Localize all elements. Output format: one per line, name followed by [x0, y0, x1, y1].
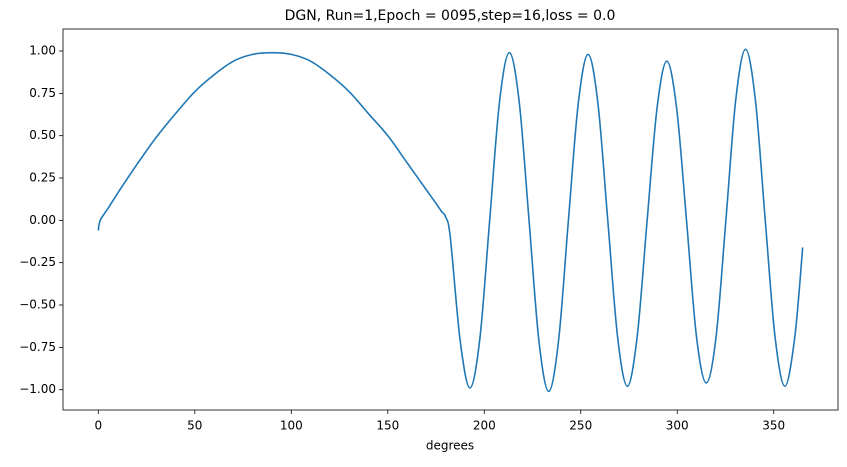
x-axis-label: degrees [426, 439, 474, 453]
x-tick-label: 50 [187, 419, 202, 433]
x-tick-label: 300 [666, 419, 689, 433]
plot-frame [62, 28, 839, 411]
data-line [97, 48, 804, 393]
y-tick-label: −0.75 [19, 340, 56, 354]
y-tick-label: −0.50 [19, 298, 56, 312]
x-tick-label: 200 [473, 419, 496, 433]
x-tick-label: 150 [376, 419, 399, 433]
chart-title: DGN, Run=1,Epoch = 0095,step=16,loss = 0… [285, 8, 616, 24]
y-tick-label: −1.00 [19, 382, 56, 396]
y-tick-label: 0.75 [29, 86, 56, 100]
y-tick-label: 0.50 [29, 128, 56, 142]
x-tick-label: 350 [762, 419, 785, 433]
x-tick-label: 250 [569, 419, 592, 433]
y-tick-label: 1.00 [29, 44, 56, 58]
y-tick-label: 0.00 [29, 213, 56, 227]
x-tick-label: 0 [94, 419, 102, 433]
y-tick-label: 0.25 [29, 171, 56, 185]
x-tick-label: 100 [280, 419, 303, 433]
y-tick-label: −0.25 [19, 255, 56, 269]
